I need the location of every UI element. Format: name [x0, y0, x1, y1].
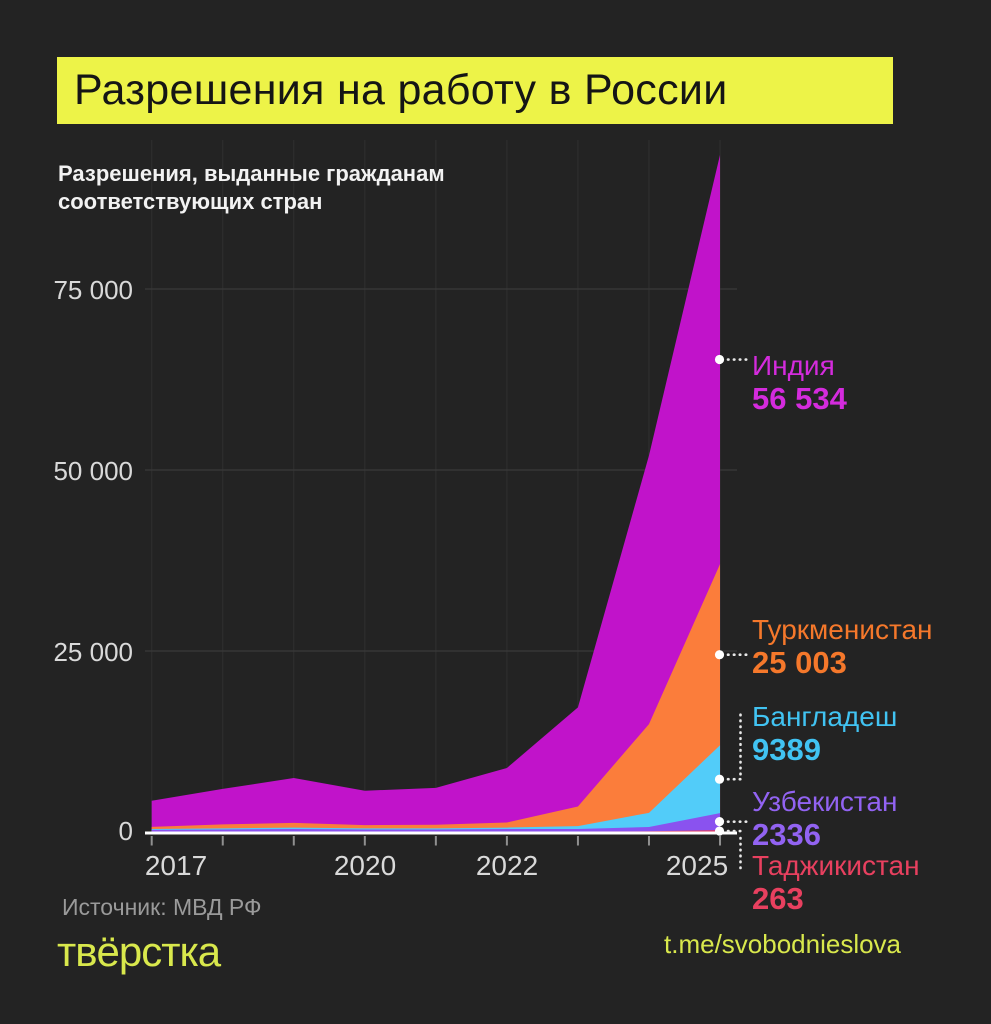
y-axis-label-75000: 75 000 — [53, 275, 133, 305]
telegram-handle: t.me/svobodnieslova — [664, 929, 902, 959]
series-value-uzbekistan: 2336 — [752, 817, 821, 852]
series-value-tajikistan: 263 — [752, 881, 804, 916]
series-label-tajikistan: Таджикистан — [752, 850, 920, 881]
y-axis-label-50000: 50 000 — [53, 456, 133, 486]
title-banner: Разрешения на работу в России — [57, 57, 893, 124]
series-label-bangladesh: Бангладеш — [752, 701, 898, 732]
x-axis-label-2025: 2025 — [665, 850, 729, 881]
callout-india: Индия 56 534 — [752, 350, 847, 416]
callout-bangladesh: Бангладеш 9389 — [752, 701, 897, 767]
callout-tajikistan: Таджикистан 263 — [752, 850, 920, 916]
series-value-bangladesh: 9389 — [752, 732, 821, 767]
series-value-turkmenistan: 25 003 — [752, 645, 847, 680]
x-axis-label-2020: 2020 — [333, 850, 397, 881]
callout-turkmenistan: Туркменистан 25 003 — [752, 614, 933, 680]
series-label-uzbekistan: Узбекистан — [752, 786, 898, 817]
subtitle-line-2: соответствующих стран — [58, 189, 323, 214]
callout-uzbekistan: Узбекистан 2336 — [752, 786, 897, 852]
chart-subtitle: Разрешения, выданные гражданам соответст… — [58, 160, 445, 216]
y-axis-label-0: 0 — [118, 816, 133, 846]
source-note: Источник: МВД РФ — [62, 894, 262, 920]
x-axis-label-2022: 2022 — [475, 850, 539, 881]
series-value-india: 56 534 — [752, 381, 847, 416]
page-title: Разрешения на работу в России — [74, 66, 728, 114]
verstka-logo: твёрстка — [57, 928, 221, 975]
subtitle-line-1: Разрешения, выданные гражданам — [58, 161, 445, 186]
series-label-india: Индия — [752, 350, 835, 381]
x-axis-label-2017: 2017 — [144, 850, 208, 881]
y-axis-label-25000: 25 000 — [53, 637, 133, 667]
series-label-turkmenistan: Туркменистан — [752, 614, 933, 645]
